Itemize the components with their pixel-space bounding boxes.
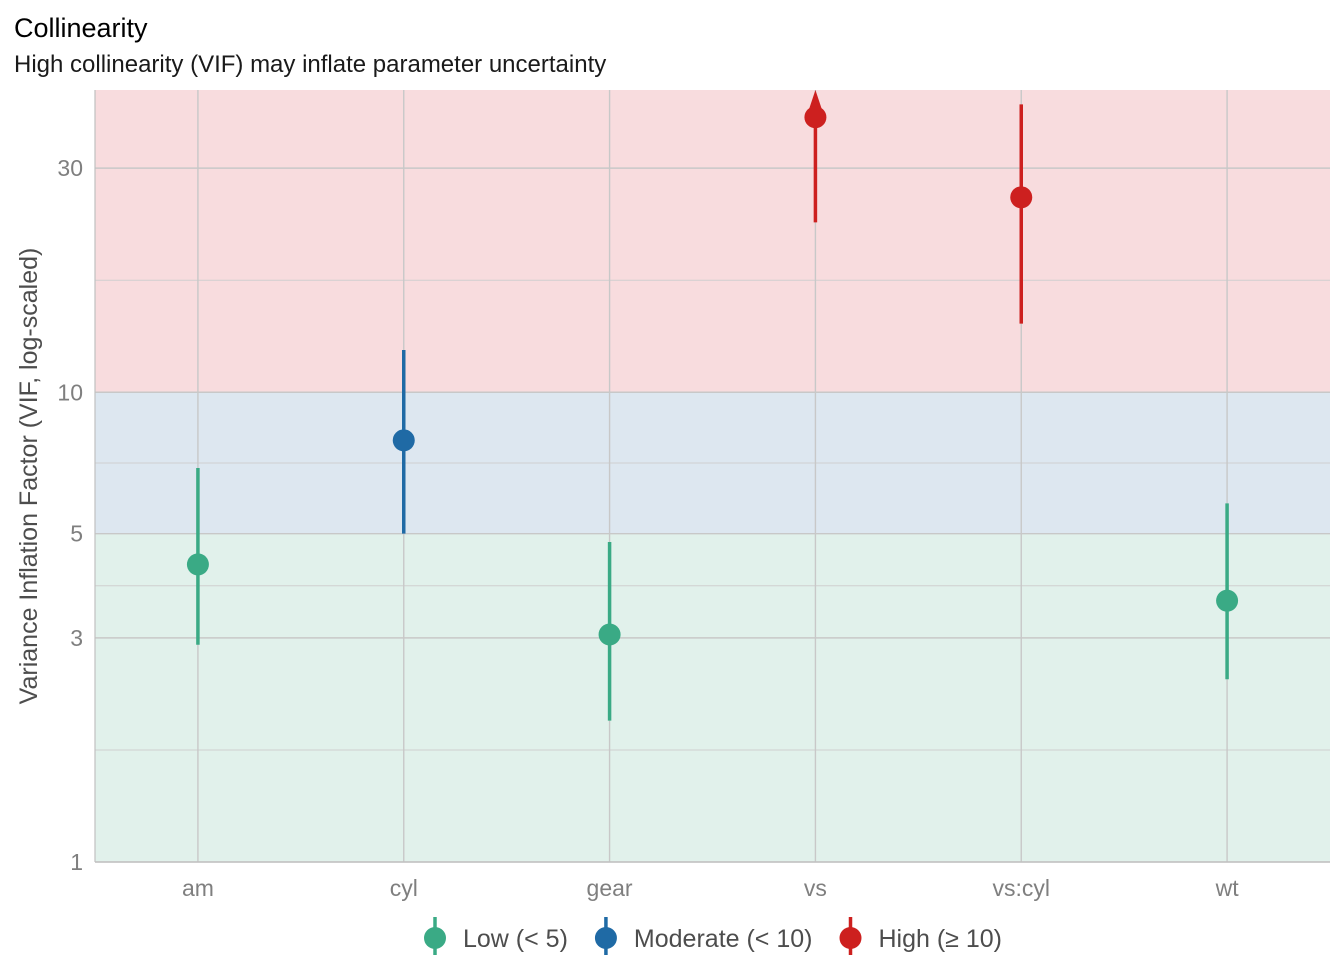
legend-key-dot [594,927,617,949]
legend-label: High (≥ 10) [879,925,1003,953]
legend-label: Moderate (< 10) [634,925,813,953]
y-tick-label: 10 [57,379,83,405]
x-tick-label: am [182,875,214,901]
x-tick-label: vs [804,875,827,901]
point-wt [1216,503,1239,680]
point-am [186,467,209,645]
y-tick-label: 3 [70,625,83,651]
legend-key-dot [424,927,446,949]
x-tick-label: wt [1215,875,1240,901]
chart-subtitle: High collinearity (VIF) may inflate para… [14,51,606,78]
y-tick-label: 5 [70,521,83,547]
point-marker [1216,589,1239,612]
legend-key-dot [839,927,862,949]
point-vs [804,90,827,223]
band-high [95,90,1330,393]
risk-bands [95,90,1330,862]
point-marker [1010,186,1033,209]
point-cyl [392,350,415,534]
chart-title: Collinearity [14,13,148,43]
point-marker [598,623,621,646]
x-tick-label: vs:cyl [993,875,1051,901]
x-axis-ticks: am cyl gear vs vs:cyl wt [182,875,1239,901]
y-tick-label: 1 [70,849,83,875]
legend-item-low: Low (< 5) [424,917,568,955]
band-low [95,533,1330,862]
point-vs-cyl [1010,104,1033,324]
point-marker [804,106,827,129]
legend-label: Low (< 5) [463,925,568,953]
x-tick-label: gear [587,875,633,901]
point-marker [392,429,415,452]
point-gear [598,541,621,721]
point-marker [186,553,209,576]
x-tick-label: cyl [390,875,418,901]
y-axis-ticks: 1 3 5 10 30 [57,155,83,875]
y-tick-label: 30 [57,155,83,181]
legend-item-moderate: Moderate (< 10) [594,917,813,955]
legend-item-high: High (≥ 10) [839,917,1003,955]
legend: Low (< 5) Moderate (< 10) High (≥ 10) [424,917,1002,955]
y-axis-title: Variance Inflation Factor (VIF, log-scal… [15,248,43,705]
vif-points [94,90,1330,863]
